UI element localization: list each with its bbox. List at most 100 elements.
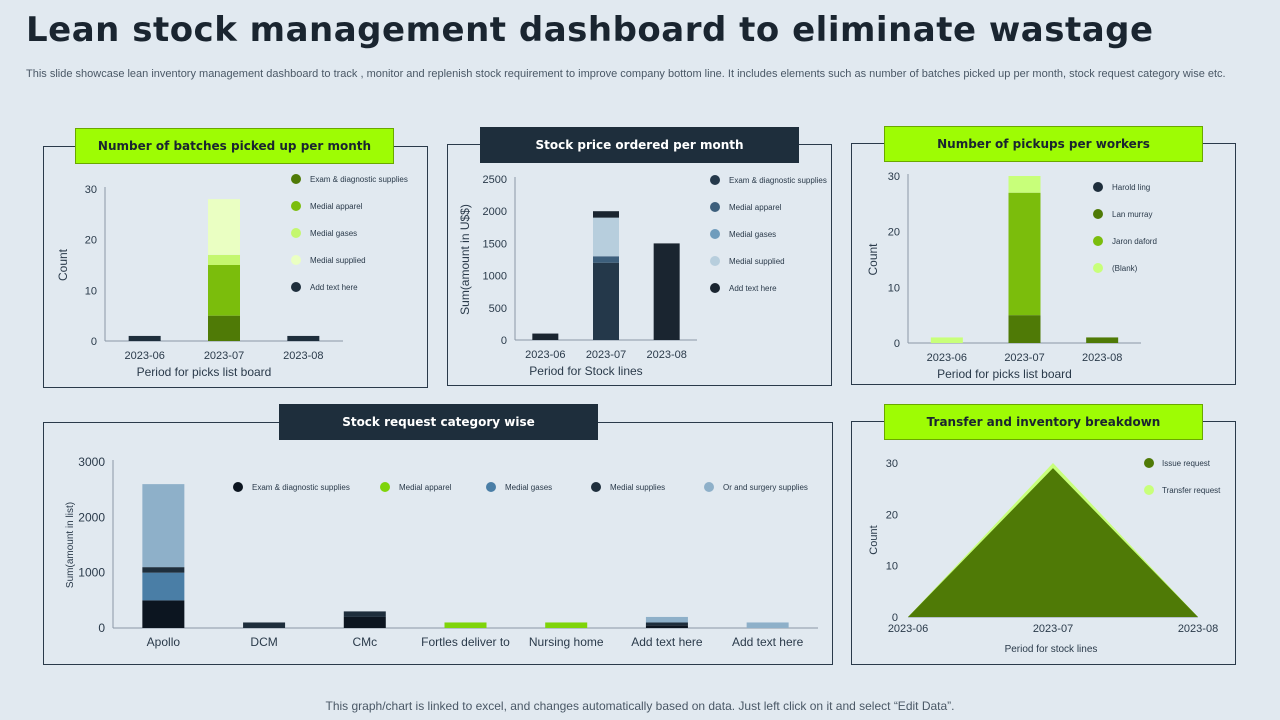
legend-marker xyxy=(486,482,496,492)
x-tick-label: 2023-07 xyxy=(204,350,244,362)
y-tick-label: 500 xyxy=(489,303,507,315)
legend-label: Lan murray xyxy=(1112,210,1152,219)
requests-panel-title: Stock request category wise xyxy=(279,404,598,440)
pickups-panel xyxy=(851,143,1236,385)
legend-label: Add text here xyxy=(310,283,358,292)
legend-label: Medial apparel xyxy=(729,203,782,212)
bar-segment xyxy=(545,622,588,628)
y-tick-label: 0 xyxy=(91,336,97,348)
legend-label: Medial gases xyxy=(729,230,776,239)
x-tick-label: Add text here xyxy=(631,635,703,649)
page-title: Lean stock management dashboard to elimi… xyxy=(26,10,1154,50)
legend-marker xyxy=(291,282,301,292)
bar-segment xyxy=(287,335,320,341)
legend-label: Jaron daford xyxy=(1112,237,1157,246)
legend-marker xyxy=(710,229,720,239)
footer-note: This graph/chart is linked to excel, and… xyxy=(325,699,955,713)
y-tick-label: 0 xyxy=(98,621,105,635)
legend-label: Medial supplied xyxy=(310,256,366,265)
x-tick-label: 2023-08 xyxy=(1178,623,1218,635)
x-tick-label: 2023-06 xyxy=(927,352,967,364)
bar-segment xyxy=(208,199,240,255)
bar-segment xyxy=(208,254,240,265)
legend-label: Exam & diagnostic supplies xyxy=(310,175,408,184)
y-tick-label: 30 xyxy=(886,458,898,470)
legend-label: Medial apparel xyxy=(399,483,452,492)
bar-segment xyxy=(645,622,688,626)
bar-segment xyxy=(142,600,185,628)
x-tick-label: 2023-07 xyxy=(1033,623,1073,635)
legend-marker xyxy=(291,228,301,238)
x-tick-label: Nursing home xyxy=(529,635,604,649)
legend-marker xyxy=(233,482,243,492)
transfer-panel-title: Transfer and inventory breakdown xyxy=(884,404,1203,440)
legend-label: Medial gases xyxy=(505,483,552,492)
bar-segment xyxy=(645,616,688,623)
y-tick-label: 3000 xyxy=(78,455,105,469)
y-tick-label: 2500 xyxy=(483,174,507,186)
batches-panel-title: Number of batches picked up per month xyxy=(75,128,394,164)
x-tick-label: CMc xyxy=(352,635,377,649)
y-tick-label: 10 xyxy=(85,285,97,297)
bar-segment xyxy=(1086,337,1119,343)
y-tick-label: 1500 xyxy=(483,238,507,250)
legend-label: Medial supplies xyxy=(610,483,665,492)
bar-segment xyxy=(593,256,619,263)
y-axis-label: Count xyxy=(56,248,70,281)
y-axis-label: Count xyxy=(866,243,880,276)
bar-segment xyxy=(1008,176,1041,193)
bar-segment xyxy=(532,333,559,340)
x-axis-label: Period for picks list board xyxy=(137,365,272,379)
y-tick-label: 1000 xyxy=(483,271,507,283)
x-tick-label: 2023-06 xyxy=(124,350,164,362)
y-tick-label: 0 xyxy=(894,338,900,350)
x-tick-label: DCM xyxy=(250,635,277,649)
y-tick-label: 20 xyxy=(85,235,97,247)
legend-marker xyxy=(380,482,390,492)
bar-segment xyxy=(1008,315,1041,343)
price-chart[interactable]: 0 500 1000 1500 2000 2500 2023-06 2023-07 2023-0… xyxy=(447,144,832,386)
legend-label: Harold ling xyxy=(1112,183,1150,192)
x-tick-label: 2023-08 xyxy=(283,350,323,362)
x-axis-label: Period for stock lines xyxy=(1005,644,1098,655)
legend-label: Issue request xyxy=(1162,459,1211,468)
legend-marker xyxy=(710,175,720,185)
pickups-panel-title: Number of pickups per workers xyxy=(884,126,1203,162)
bar-segment xyxy=(142,572,185,601)
requests-chart[interactable]: 0 1000 2000 3000 Apollo DCM CMc Fortles deliver… xyxy=(43,422,833,665)
legend-marker xyxy=(291,174,301,184)
legend-label: Add text here xyxy=(729,284,777,293)
price-panel-title: Stock price ordered per month xyxy=(480,127,799,163)
y-axis-label: Sum(amount in U$$) xyxy=(458,204,472,315)
page-subtitle: This slide showcase lean inventory manag… xyxy=(26,68,1226,80)
legend-marker xyxy=(1144,485,1154,495)
legend-label: Medial gases xyxy=(310,229,357,238)
bar-segment xyxy=(593,262,619,340)
y-tick-label: 30 xyxy=(85,184,97,196)
legend-label: Exam & diagnostic supplies xyxy=(252,483,350,492)
bar-segment xyxy=(593,211,619,218)
bar-segment xyxy=(343,611,386,617)
pickups-chart[interactable]: 0 10 20 30 2023-06 2023-07 2023-08 Period for p… xyxy=(851,143,1236,385)
y-axis-label: Sum(amount in list) xyxy=(65,502,76,588)
x-axis-label: Period for Stock lines xyxy=(529,364,642,378)
area-issue-request xyxy=(908,468,1198,617)
bar-segment xyxy=(645,625,688,628)
x-tick-label: 2023-07 xyxy=(586,349,626,361)
bar-segment xyxy=(593,217,619,257)
bar-segment xyxy=(1008,192,1041,316)
legend-label: Medial apparel xyxy=(310,202,363,211)
legend-label: Exam & diagnostic supplies xyxy=(729,176,827,185)
bar-segment xyxy=(128,335,161,341)
bar-segment xyxy=(343,616,386,628)
legend-label: Medial supplied xyxy=(729,257,785,266)
legend-marker xyxy=(291,201,301,211)
x-tick-label: 2023-06 xyxy=(525,349,565,361)
transfer-chart[interactable]: 0 10 20 30 2023-06 2023-07 2023-08 Period for s… xyxy=(851,421,1236,665)
bar-segment xyxy=(746,622,789,628)
y-tick-label: 10 xyxy=(888,282,900,294)
x-tick-label: 2023-07 xyxy=(1004,352,1044,364)
y-tick-label: 10 xyxy=(886,561,898,573)
batches-chart[interactable]: 0 10 20 30 2023-06 2023-07 2023-08 Period for p… xyxy=(43,146,428,388)
y-axis-label: Count xyxy=(868,525,880,554)
